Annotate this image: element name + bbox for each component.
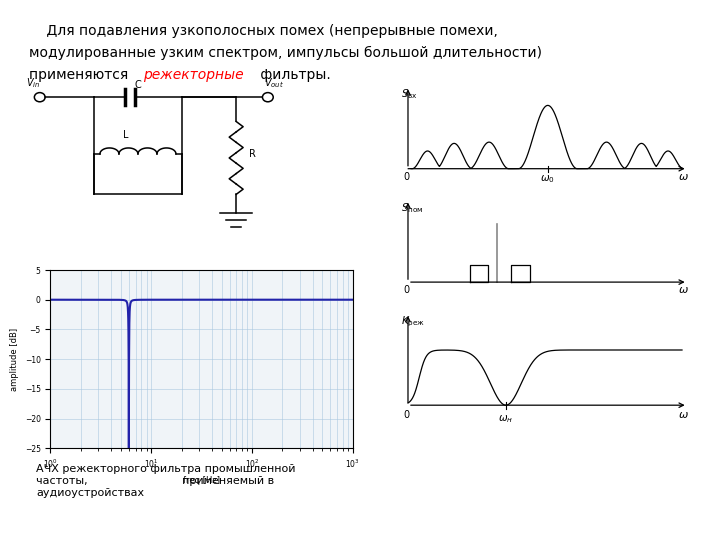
Text: применяются: применяются <box>29 68 132 82</box>
Text: фильтры.: фильтры. <box>256 68 330 82</box>
Text: модулированные узким спектром, импульсы большой длительности): модулированные узким спектром, импульсы … <box>29 46 541 60</box>
Text: C: C <box>135 80 141 90</box>
Y-axis label: amplitude [dB]: amplitude [dB] <box>10 328 19 390</box>
Text: $\omega$: $\omega$ <box>678 172 689 182</box>
Text: $\omega$: $\omega$ <box>678 286 689 295</box>
Text: $K_{\rm реж}$: $K_{\rm реж}$ <box>401 315 426 329</box>
Text: 0: 0 <box>404 286 410 295</box>
Text: 0: 0 <box>404 172 410 182</box>
Text: $V_{in}$: $V_{in}$ <box>26 76 40 90</box>
Text: $\omega$: $\omega$ <box>678 410 689 420</box>
Text: $V_{out}$: $V_{out}$ <box>264 76 284 90</box>
Text: $S_{\rm вх}$: $S_{\rm вх}$ <box>401 87 418 102</box>
Text: 0: 0 <box>404 410 410 420</box>
Text: $S_{\rm пом}$: $S_{\rm пом}$ <box>401 201 423 215</box>
Text: АЧХ режекторного фильтра промышленной
частоты,                           применя: АЧХ режекторного фильтра промышленной ча… <box>36 464 295 497</box>
Text: режекторные: режекторные <box>143 68 243 82</box>
Text: R: R <box>248 148 256 159</box>
X-axis label: freq [Hz]: freq [Hz] <box>183 476 220 485</box>
Text: $\omega_н$: $\omega_н$ <box>498 413 513 424</box>
Text: Для подавления узкополосных помех (непрерывные помехи,: Для подавления узкополосных помех (непре… <box>29 24 498 38</box>
Text: L: L <box>122 130 128 140</box>
Text: $\omega_0$: $\omega_0$ <box>541 173 555 185</box>
